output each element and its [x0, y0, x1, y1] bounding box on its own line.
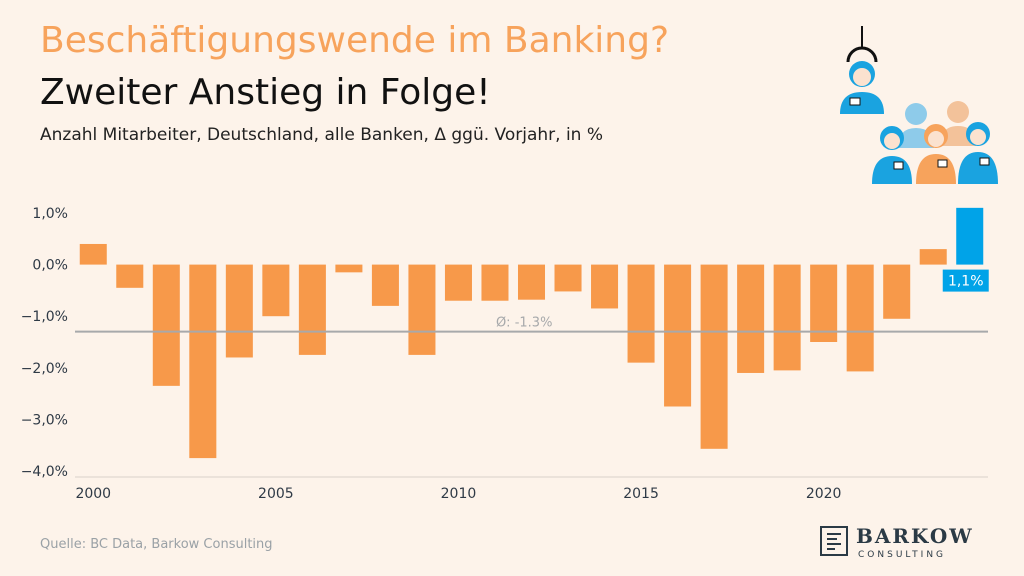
y-tick-label: −2,0%	[21, 361, 68, 377]
bar	[737, 264, 765, 373]
x-axis: 2000 2005 2010 2015 2020	[75, 476, 988, 502]
data-labels: 1,1%	[942, 269, 989, 292]
logo-name: BARKOW	[856, 524, 974, 548]
barkow-logo: BARKOW CONSULTING	[820, 524, 990, 564]
bar	[956, 207, 984, 265]
x-tick-label: 2020	[806, 486, 842, 502]
bar	[883, 264, 911, 319]
bar	[408, 264, 436, 355]
bar	[700, 264, 728, 449]
bar	[554, 264, 582, 292]
y-tick-label: −1,0%	[21, 309, 68, 325]
x-tick-label: 2010	[441, 486, 477, 502]
bar	[517, 264, 546, 300]
highlight-label-box	[942, 269, 989, 292]
title-line-2: Zweiter Anstieg in Folge!	[40, 72, 491, 113]
highlight-data-label: 1,1%	[948, 274, 984, 290]
bar	[444, 264, 472, 301]
bar	[919, 249, 947, 265]
bar	[225, 264, 253, 358]
bar	[481, 264, 509, 301]
bar	[79, 243, 107, 265]
bar	[116, 264, 144, 288]
source-note: Quelle: BC Data, Barkow Consulting	[40, 537, 273, 552]
bar	[371, 264, 399, 306]
bar	[152, 264, 180, 386]
bar	[262, 264, 290, 317]
bars	[79, 207, 984, 459]
average-line-group: Ø: -1.3%	[75, 316, 988, 333]
logo-mark-icon	[820, 526, 848, 556]
bar	[189, 264, 217, 459]
y-axis: 1,0% 0,0% −1,0% −2,0% −3,0% −4,0%	[21, 206, 68, 480]
logo-subtitle: CONSULTING	[858, 550, 947, 560]
bar	[846, 264, 874, 372]
bank-employees-icon	[840, 26, 998, 184]
bar	[627, 264, 655, 363]
x-tick-label: 2005	[258, 486, 294, 502]
x-tick-label: 2015	[623, 486, 659, 502]
y-tick-label: −4,0%	[21, 464, 68, 480]
chart-subtitle: Anzahl Mitarbeiter, Deutschland, alle Ba…	[40, 125, 604, 145]
y-tick-label: 0,0%	[32, 258, 68, 274]
y-tick-label: −3,0%	[21, 412, 68, 428]
average-label: Ø: -1.3%	[496, 316, 552, 331]
bar	[773, 264, 801, 371]
bar	[298, 264, 326, 355]
bar	[664, 264, 692, 407]
x-tick-label: 2000	[75, 486, 111, 502]
bar	[810, 264, 838, 342]
bar	[335, 264, 363, 273]
bar	[591, 264, 619, 309]
y-tick-label: 1,0%	[32, 206, 68, 222]
title-line-1: Beschäftigungswende im Banking?	[40, 20, 670, 61]
